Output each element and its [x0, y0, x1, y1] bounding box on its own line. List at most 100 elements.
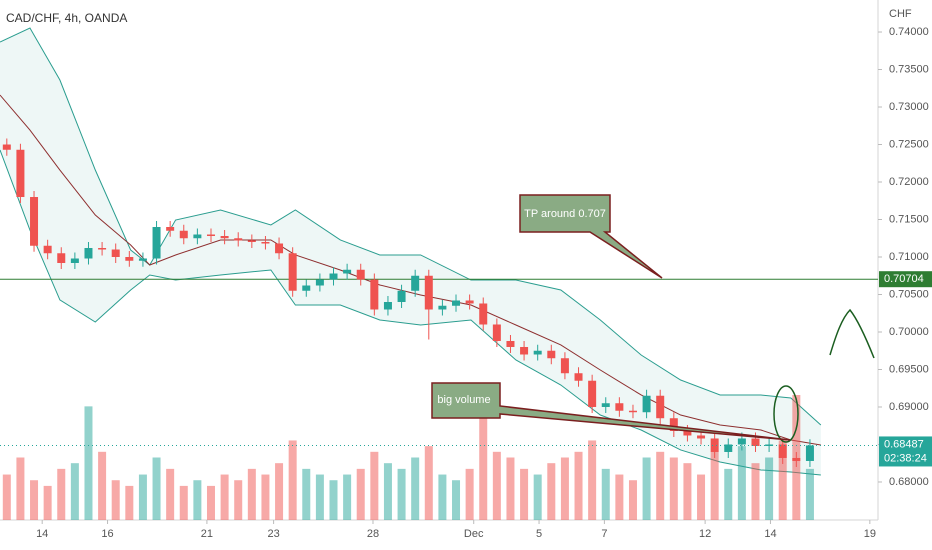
- x-tick-label: 14: [36, 528, 48, 540]
- chart-title: CAD/CHF, 4h, OANDA: [6, 11, 127, 25]
- volume-bar: [710, 451, 719, 520]
- volume-bar: [356, 468, 365, 520]
- candle-body: [57, 253, 66, 263]
- hline-tag-text: 0.70704: [884, 273, 924, 285]
- volume-bar: [275, 463, 284, 520]
- volume-bar: [84, 406, 93, 520]
- volume-bar: [492, 451, 501, 520]
- volume-bar: [166, 468, 175, 520]
- candle-body: [724, 444, 733, 452]
- candle-body: [452, 300, 461, 306]
- volume-bar: [111, 480, 120, 520]
- candle-body: [751, 438, 760, 446]
- candle-body: [343, 269, 352, 274]
- candle-body: [261, 242, 270, 244]
- candle-body: [560, 358, 569, 374]
- candle-body: [383, 301, 392, 310]
- y-tick-label: 0.69000: [889, 401, 929, 413]
- band-lower: [0, 149, 821, 476]
- volume-bar: [329, 480, 338, 520]
- volume-bar: [138, 474, 147, 520]
- annotation-volume: big volume: [431, 382, 791, 441]
- y-tick-label: 0.74000: [889, 26, 929, 38]
- candle-body: [438, 305, 447, 310]
- candle-body: [315, 279, 324, 286]
- volume-bar: [574, 451, 583, 520]
- y-tick-label: 0.68000: [889, 476, 929, 488]
- x-tick-label: 19: [864, 528, 876, 540]
- drawn-arrow: [829, 308, 875, 359]
- volume-bar: [479, 412, 488, 520]
- candle-body: [792, 457, 801, 461]
- x-tick-label: 28: [367, 528, 379, 540]
- volume-bar: [765, 457, 774, 520]
- candle-body: [710, 438, 719, 452]
- x-tick-label: 16: [101, 528, 113, 540]
- volume-bar: [247, 468, 256, 520]
- volume-bar: [628, 480, 637, 520]
- candle-body: [30, 197, 39, 246]
- candle-body: [2, 144, 11, 150]
- candle-body: [138, 258, 147, 261]
- volume-bar: [397, 468, 406, 520]
- volume-bar: [383, 463, 392, 520]
- band-upper: [0, 27, 822, 426]
- candle-body: [465, 300, 474, 304]
- candle-body: [615, 403, 624, 411]
- candle-body: [302, 285, 311, 291]
- candle-body: [356, 269, 365, 280]
- annotation-text: big volume: [437, 394, 490, 406]
- y-tick-label: 0.72500: [889, 138, 929, 150]
- volume-bar: [179, 485, 188, 520]
- volume-bar: [125, 485, 134, 520]
- callout-box: [431, 382, 791, 441]
- candle-body: [234, 238, 243, 241]
- volume-bar: [220, 474, 229, 520]
- candle-body: [520, 346, 529, 355]
- volume-bar: [560, 457, 569, 520]
- candle-body: [84, 248, 93, 259]
- candle-body: [479, 303, 488, 325]
- volume-bar: [656, 451, 665, 520]
- volume-bar: [261, 474, 270, 520]
- volume-bar: [43, 485, 52, 520]
- candle-body: [247, 240, 256, 243]
- volume-bar: [2, 474, 11, 520]
- volume-bar: [57, 468, 66, 520]
- currency-label: CHF: [889, 8, 912, 20]
- candle-body: [16, 149, 25, 198]
- volume-bar: [805, 468, 814, 520]
- volume-bar: [70, 463, 79, 520]
- x-tick-label: 14: [764, 528, 776, 540]
- volume-bar: [642, 457, 651, 520]
- candle-body: [288, 253, 297, 291]
- candle-body: [179, 230, 188, 239]
- volume-bar: [697, 474, 706, 520]
- y-tick-label: 0.72000: [889, 176, 929, 188]
- candle-body: [533, 350, 542, 355]
- candle-body: [329, 273, 338, 280]
- y-tick-label: 0.73000: [889, 101, 929, 113]
- candle-body: [642, 395, 651, 413]
- candle-body: [411, 275, 420, 291]
- volume-bar: [533, 474, 542, 520]
- volume-bar: [588, 440, 597, 520]
- volume-bar: [206, 485, 215, 520]
- volume-bar: [737, 446, 746, 520]
- volume-bar: [724, 468, 733, 520]
- volume-bar: [234, 480, 243, 520]
- candle-body: [601, 403, 610, 407]
- candle-body: [805, 445, 814, 461]
- candle-body: [628, 410, 637, 413]
- candle-body: [193, 234, 202, 239]
- callout-box: [519, 194, 663, 279]
- volume-bar: [778, 440, 787, 520]
- y-tick-label: 0.71000: [889, 251, 929, 263]
- drawn-ellipse: [773, 385, 799, 443]
- x-tick-label: 12: [699, 528, 711, 540]
- candle-body: [547, 350, 556, 359]
- candle-body: [275, 243, 284, 254]
- volume-bar: [343, 474, 352, 520]
